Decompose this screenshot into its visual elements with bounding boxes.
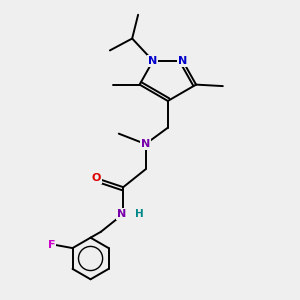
Text: O: O <box>92 173 101 183</box>
Text: N: N <box>178 56 187 66</box>
Text: F: F <box>48 240 56 250</box>
Text: N: N <box>141 139 150 149</box>
Text: N: N <box>148 56 158 66</box>
Text: H: H <box>135 209 144 219</box>
Text: N: N <box>117 209 126 219</box>
